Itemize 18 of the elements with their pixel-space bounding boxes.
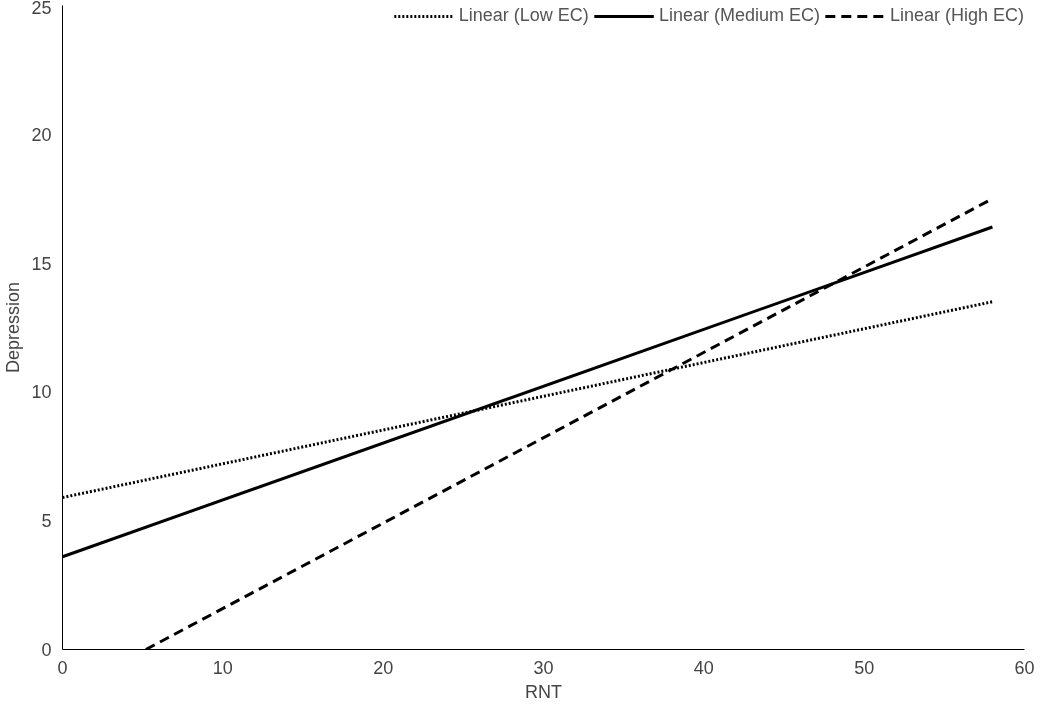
legend-label: Linear (Medium EC) xyxy=(658,5,820,26)
y-tick-label: 15 xyxy=(31,253,52,274)
y-tick-label: 0 xyxy=(41,640,52,660)
x-tick-label: 40 xyxy=(693,657,714,678)
x-tick-label: 20 xyxy=(373,657,394,678)
y-axis-title: Depression xyxy=(3,281,24,374)
x-tick-label: 0 xyxy=(57,657,68,678)
x-tick-label: 60 xyxy=(1014,657,1035,678)
x-tick-label: 30 xyxy=(533,657,554,678)
y-tick-label: 5 xyxy=(41,511,52,532)
x-tick-label: 10 xyxy=(212,657,233,678)
legend-label: Linear (High EC) xyxy=(889,5,1024,26)
y-tick-label: 10 xyxy=(31,382,52,403)
x-tick-label: 50 xyxy=(854,657,875,678)
y-tick-label: 20 xyxy=(31,124,52,145)
legend-label: Linear (Low EC) xyxy=(458,5,589,26)
y-tick-label: 25 xyxy=(31,0,52,18)
x-axis-title: RNT xyxy=(525,681,562,702)
